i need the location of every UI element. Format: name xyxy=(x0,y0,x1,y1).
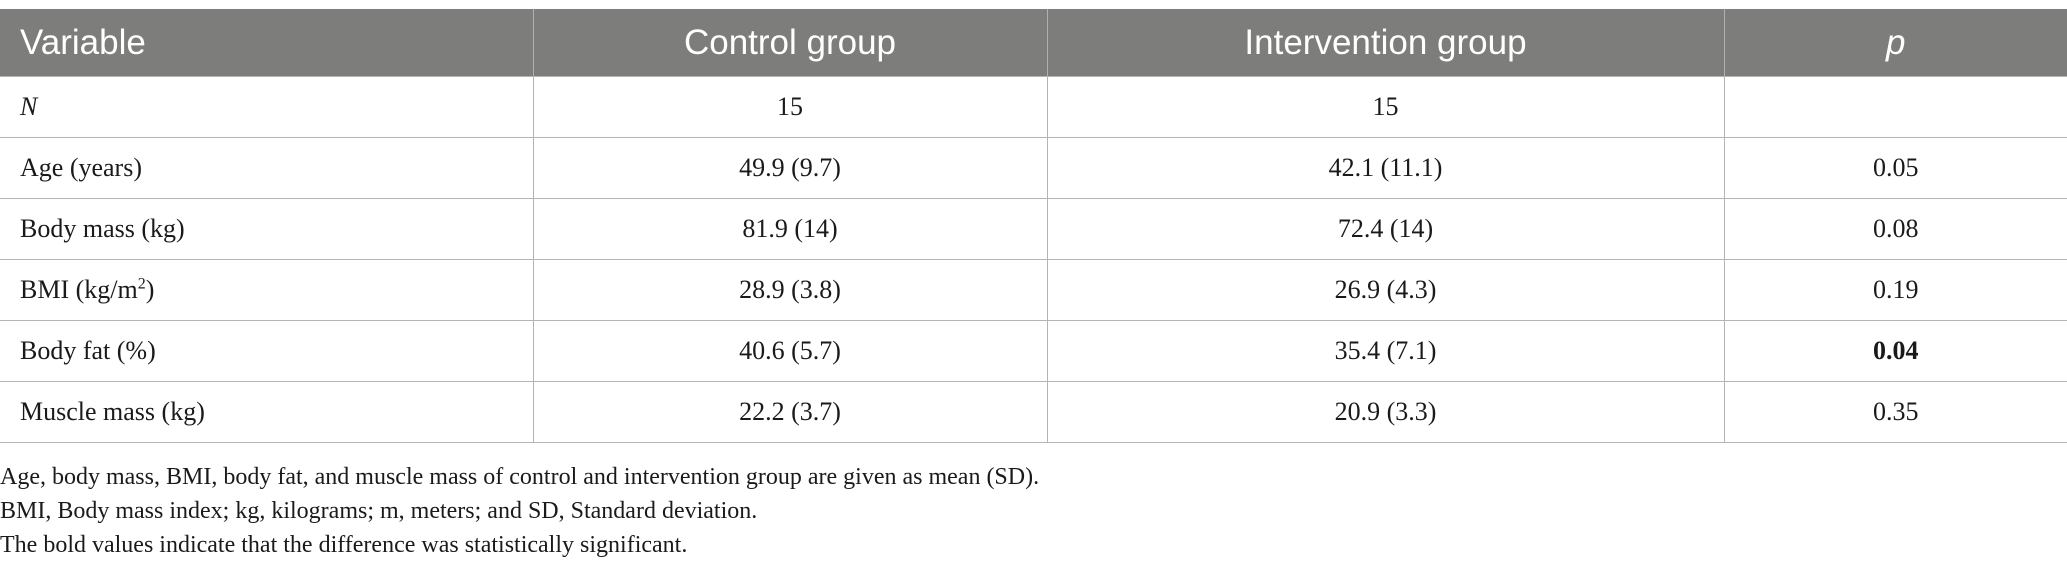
table-footnotes: Age, body mass, BMI, body fat, and muscl… xyxy=(0,460,1039,562)
column-header-intervention-group: Intervention group xyxy=(1046,9,1724,77)
cell-control: 15 xyxy=(532,76,1047,138)
column-header-variable: Variable xyxy=(0,9,533,77)
row-label-body-mass: Body mass (kg) xyxy=(0,198,533,260)
cell-intervention: 35.4 (7.1) xyxy=(1046,320,1724,382)
row-label-bmi: BMI (kg/m2) xyxy=(0,259,533,321)
cell-control: 22.2 (3.7) xyxy=(532,381,1047,443)
table-row: BMI (kg/m2) 28.9 (3.8) 26.9 (4.3) 0.19 xyxy=(0,259,2067,321)
cell-p: 0.05 xyxy=(1723,137,2067,199)
cell-p: 0.19 xyxy=(1723,259,2067,321)
table-row: Muscle mass (kg) 22.2 (3.7) 20.9 (3.3) 0… xyxy=(0,381,2067,443)
cell-p: 0.35 xyxy=(1723,381,2067,443)
row-label-body-fat: Body fat (%) xyxy=(0,320,533,382)
footnote: BMI, Body mass index; kg, kilograms; m, … xyxy=(0,498,758,524)
cell-control: 40.6 (5.7) xyxy=(532,320,1047,382)
table-row: N 15 15 xyxy=(0,76,2067,138)
column-header-control-group: Control group xyxy=(532,9,1047,77)
row-label-n: N xyxy=(0,76,533,138)
cell-intervention: 26.9 (4.3) xyxy=(1046,259,1724,321)
table-header: Variable Control group Intervention grou… xyxy=(0,9,2067,77)
cell-p xyxy=(1723,76,2067,138)
cell-intervention: 72.4 (14) xyxy=(1046,198,1724,260)
cell-intervention: 15 xyxy=(1046,76,1724,138)
cell-p: 0.08 xyxy=(1723,198,2067,260)
table-row: Body mass (kg) 81.9 (14) 72.4 (14) 0.08 xyxy=(0,198,2067,260)
row-label-age: Age (years) xyxy=(0,137,533,199)
bmi-label-prefix: BMI (kg/m xyxy=(20,275,138,304)
column-header-p: p xyxy=(1723,9,2067,77)
cell-control: 28.9 (3.8) xyxy=(532,259,1047,321)
table-row: Body fat (%) 40.6 (5.7) 35.4 (7.1) 0.04 xyxy=(0,320,2067,382)
footnote: The bold values indicate that the differ… xyxy=(0,532,688,558)
table-row: Age (years) 49.9 (9.7) 42.1 (11.1) 0.05 xyxy=(0,137,2067,199)
header-row: Variable Control group Intervention grou… xyxy=(0,9,2067,77)
row-label-muscle-mass: Muscle mass (kg) xyxy=(0,381,533,443)
table-body: N 15 15 Age (years) 49.9 (9.7) 42.1 (11.… xyxy=(0,76,2067,443)
cell-intervention: 20.9 (3.3) xyxy=(1046,381,1724,443)
cell-p-significant: 0.04 xyxy=(1723,320,2067,382)
bmi-label-suffix: ) xyxy=(145,275,155,304)
data-table: Variable Control group Intervention grou… xyxy=(0,9,2067,443)
cell-intervention: 42.1 (11.1) xyxy=(1046,137,1724,199)
bmi-label-superscript: 2 xyxy=(137,275,146,293)
footnote: Age, body mass, BMI, body fat, and muscl… xyxy=(0,464,1040,490)
cell-control: 81.9 (14) xyxy=(532,198,1047,260)
cell-control: 49.9 (9.7) xyxy=(532,137,1047,199)
